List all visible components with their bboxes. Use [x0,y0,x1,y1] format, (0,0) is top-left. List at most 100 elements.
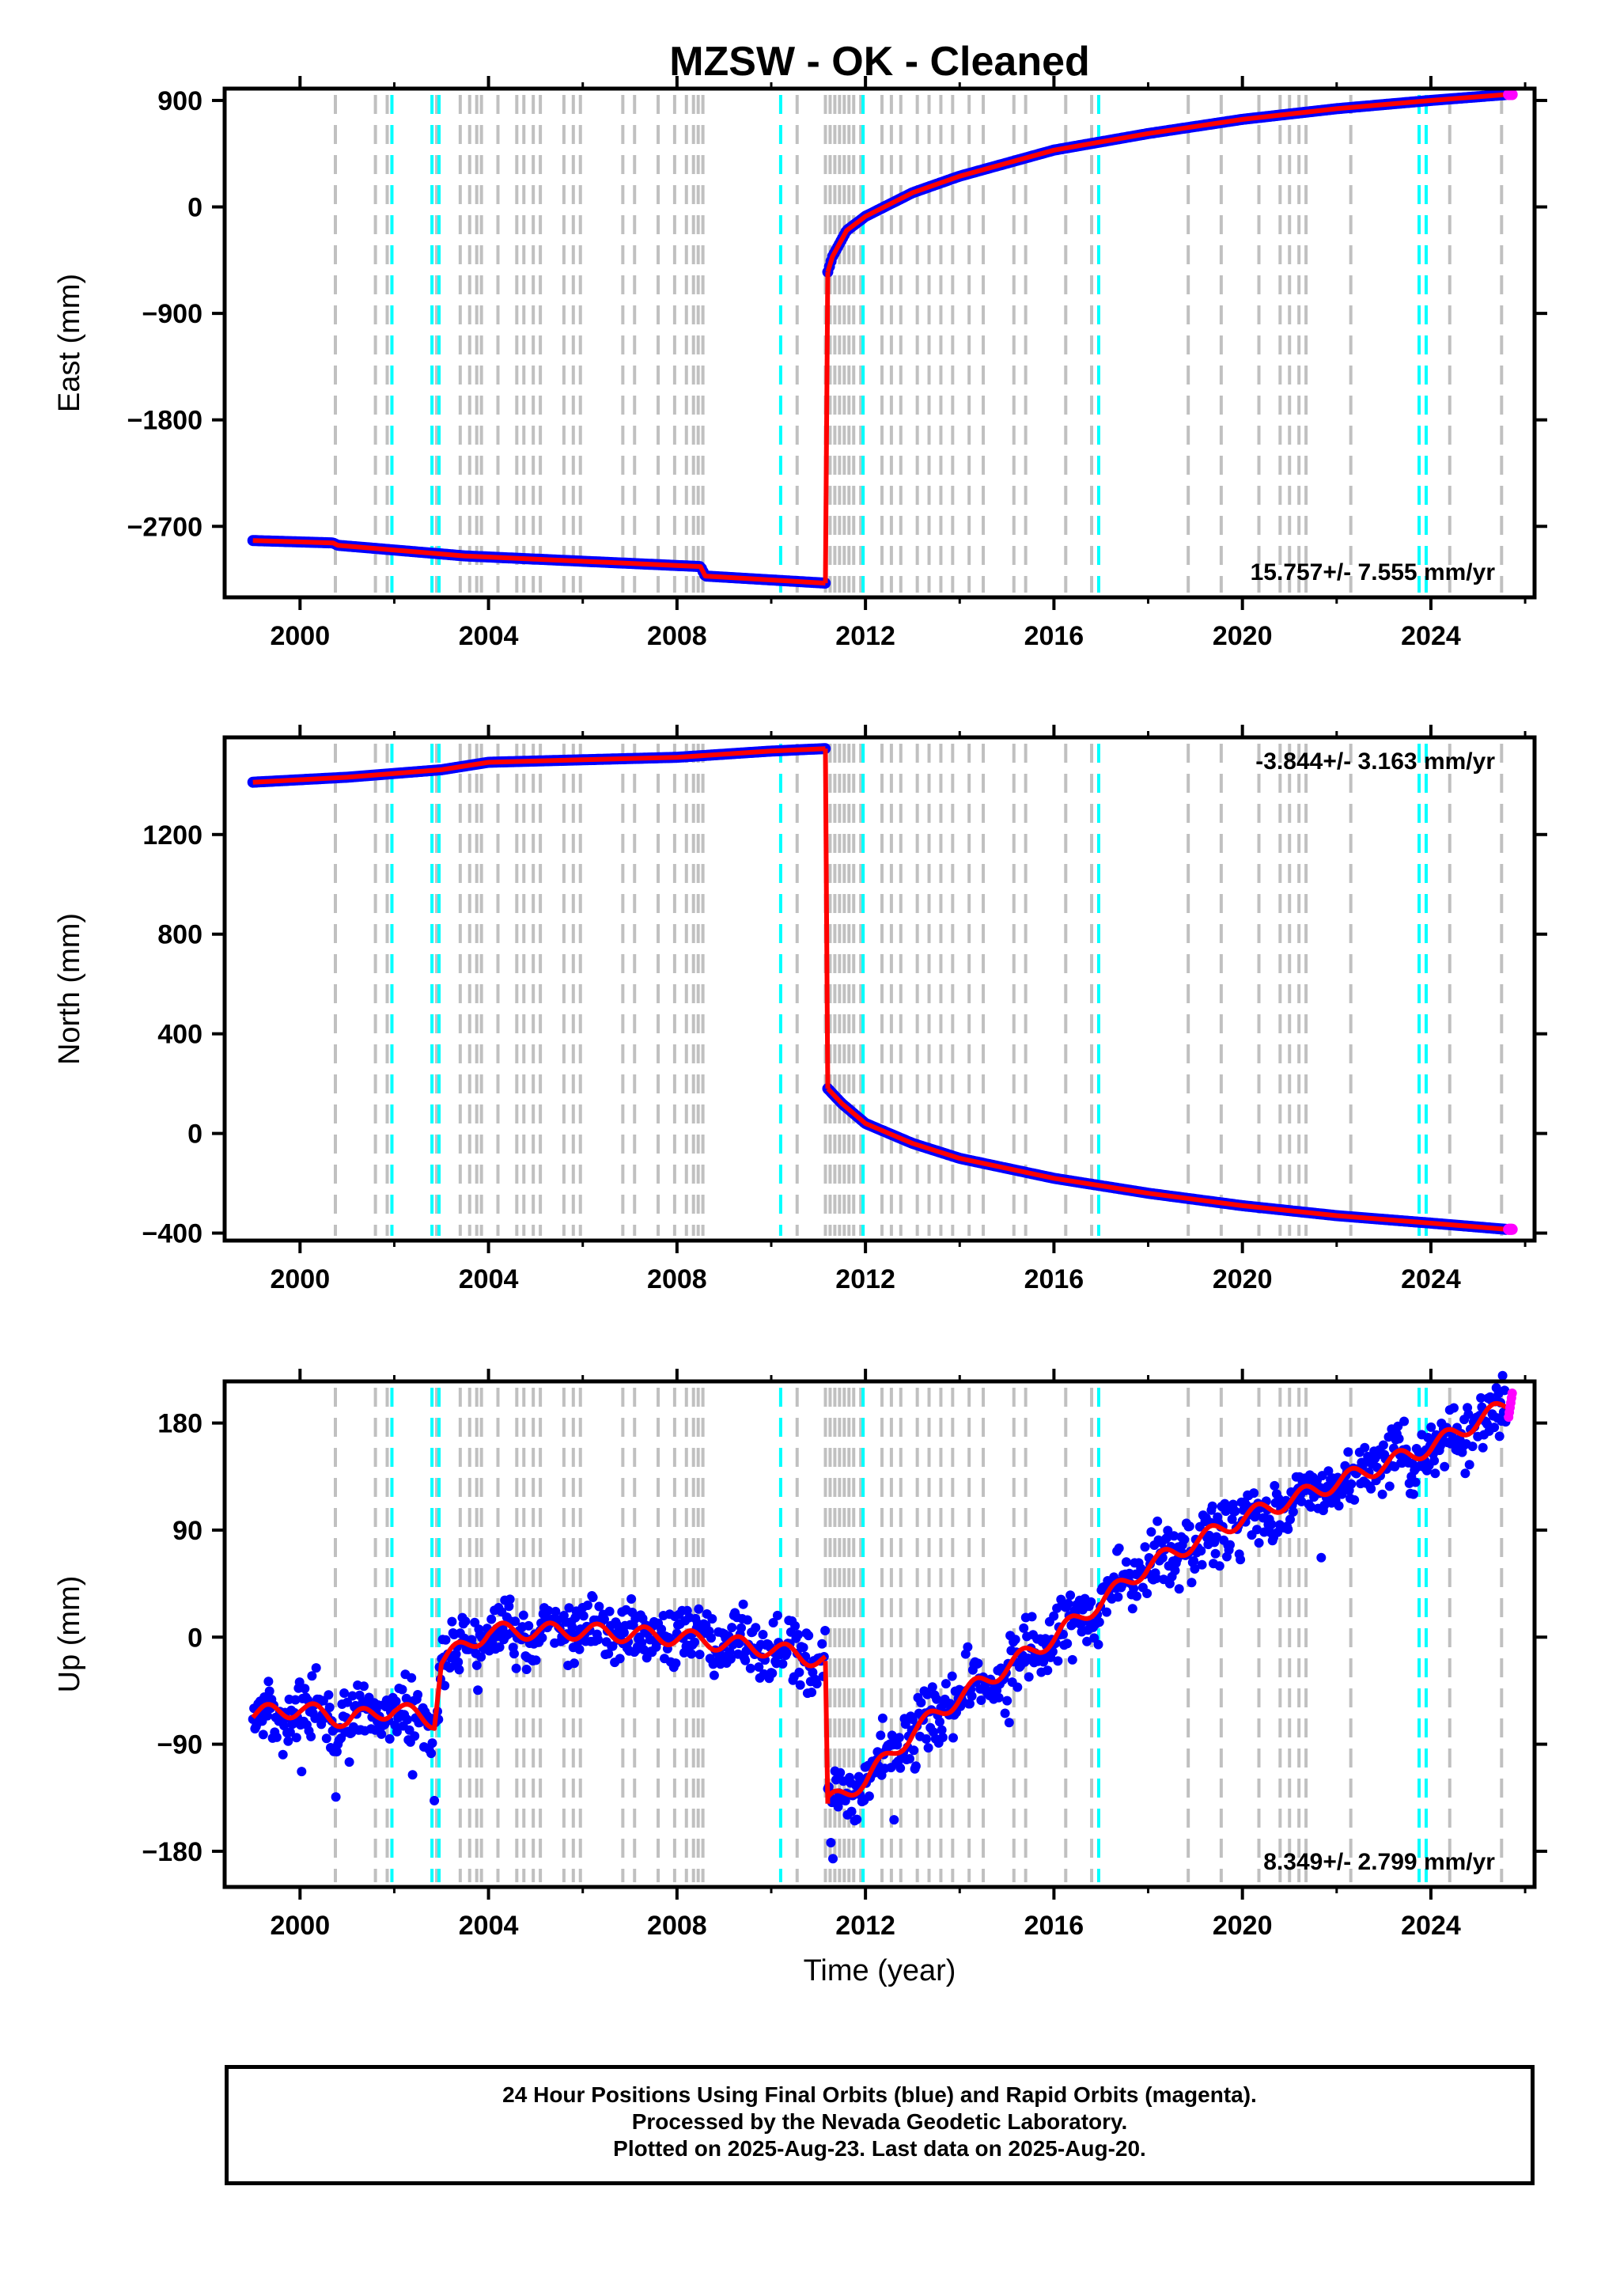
final-orbit-point [1146,1527,1156,1537]
x-tick-label: 2004 [459,1264,519,1294]
final-orbit-point [1482,1419,1492,1429]
final-orbit-point [1463,1409,1474,1419]
final-orbit-point [570,1658,579,1669]
final-orbit-point [619,1627,629,1638]
final-orbit-point [1190,1564,1200,1574]
x-tick-label: 2016 [1024,1911,1084,1941]
final-orbit-point [594,1601,604,1612]
final-orbit-point [1410,1477,1421,1487]
final-orbit-point [1426,1422,1436,1432]
final-orbit-point [476,1652,486,1662]
plot-frame [222,86,1537,600]
final-orbit-point [426,1749,437,1759]
y-axis-label: Up (mm) [53,1576,86,1693]
final-orbit-point [1179,1534,1190,1544]
final-orbit-point [1266,1519,1277,1529]
final-orbit-point [1039,1657,1049,1667]
final-orbit-point [1049,1611,1059,1621]
final-orbit-point [1460,1468,1470,1479]
final-orbit-point [740,1655,751,1665]
x-tick-label: 2024 [1401,1911,1461,1941]
final-orbit-point [1249,1488,1259,1498]
final-orbit-point [820,1626,831,1635]
final-orbit-point [758,1630,768,1639]
final-orbit-point [1225,1540,1235,1550]
final-orbit-point [932,1694,942,1704]
final-orbit-point [447,1616,457,1627]
final-orbit-point [782,1648,792,1658]
final-orbit-point [311,1663,321,1673]
final-orbit-point [505,1594,515,1605]
final-orbit-point [1140,1542,1150,1552]
final-orbit-point [1251,1510,1261,1520]
final-orbit-point [1113,1592,1123,1602]
y-tick-label: −1800 [127,406,203,436]
final-orbit-point [772,1610,782,1620]
final-orbit-point [1189,1555,1199,1566]
final-orbit-point [1093,1639,1103,1650]
final-orbit-point [339,1688,350,1698]
final-orbit-point [504,1601,514,1612]
final-orbit-point [1360,1442,1370,1453]
x-tick-label: 2000 [270,621,330,651]
final-orbit-point [1127,1604,1137,1614]
final-orbit-point [1477,1402,1487,1412]
final-orbit-point [1494,1431,1504,1442]
final-orbit-point [1296,1496,1307,1506]
final-orbit-point [793,1630,804,1640]
final-orbit-point [694,1604,704,1614]
final-orbit-point [593,1635,604,1645]
final-orbit-point [895,1763,906,1773]
final-orbit-point [604,1606,615,1616]
final-orbit-point [1394,1434,1404,1444]
panel-2: 2000 2004 2008 2012 2016 2020 2024 1200 800 400 0 −… [53,725,1547,1294]
x-tick-label: 2016 [1024,621,1084,651]
final-orbit-point [1497,1370,1508,1381]
final-orbit-point [937,1725,947,1735]
rate-annotation: 15.757+/- 7.555 mm/yr [1251,559,1496,585]
x-tick-label: 2020 [1213,1911,1273,1941]
final-orbit-point [725,1646,735,1657]
final-orbit-point [321,1733,331,1744]
final-orbit-point [279,1721,290,1731]
model-offset-step [823,271,831,584]
final-orbit-point [1346,1479,1357,1489]
y-tick-label: −900 [142,299,202,329]
rapid-orbit-points [1503,1223,1518,1235]
final-orbit-point [707,1614,717,1624]
final-orbit-point [518,1610,528,1620]
final-orbit-point [1343,1447,1353,1457]
final-orbit-point [1174,1584,1184,1594]
final-orbit-point [687,1649,697,1659]
final-orbit-point [1464,1460,1474,1470]
final-orbit-point [1086,1597,1096,1607]
final-orbit-point [812,1679,822,1689]
final-orbit-point [271,1732,282,1742]
final-orbit-point [1067,1654,1077,1665]
final-orbit-point [1196,1546,1206,1556]
final-orbit-point [397,1684,407,1695]
final-orbit-point [922,1734,931,1744]
final-orbit-point [1132,1591,1141,1601]
final-orbit-point [407,1770,418,1780]
final-orbit-point [1094,1617,1104,1627]
final-orbit-point [509,1649,519,1659]
final-orbit-point [1027,1612,1037,1622]
final-orbit-point [1184,1521,1194,1532]
final-orbit-point [963,1642,973,1652]
x-axis-label: Time (year) [804,1954,956,1987]
final-orbit-point [1467,1442,1478,1452]
final-orbit-point [877,1713,888,1723]
final-orbit-point [725,1654,736,1664]
final-orbit-point [657,1624,667,1635]
final-orbit-point [1062,1639,1073,1649]
final-orbit-point [1142,1589,1152,1598]
final-orbit-point [1283,1524,1293,1534]
final-orbit-point [767,1668,778,1678]
final-orbit-point [1043,1665,1053,1676]
final-orbit-point [1274,1494,1284,1504]
final-orbit-point [852,1814,862,1824]
final-orbit-point [551,1606,561,1616]
x-tick-label: 2024 [1401,621,1461,651]
x-tick-label: 2000 [270,1264,330,1294]
